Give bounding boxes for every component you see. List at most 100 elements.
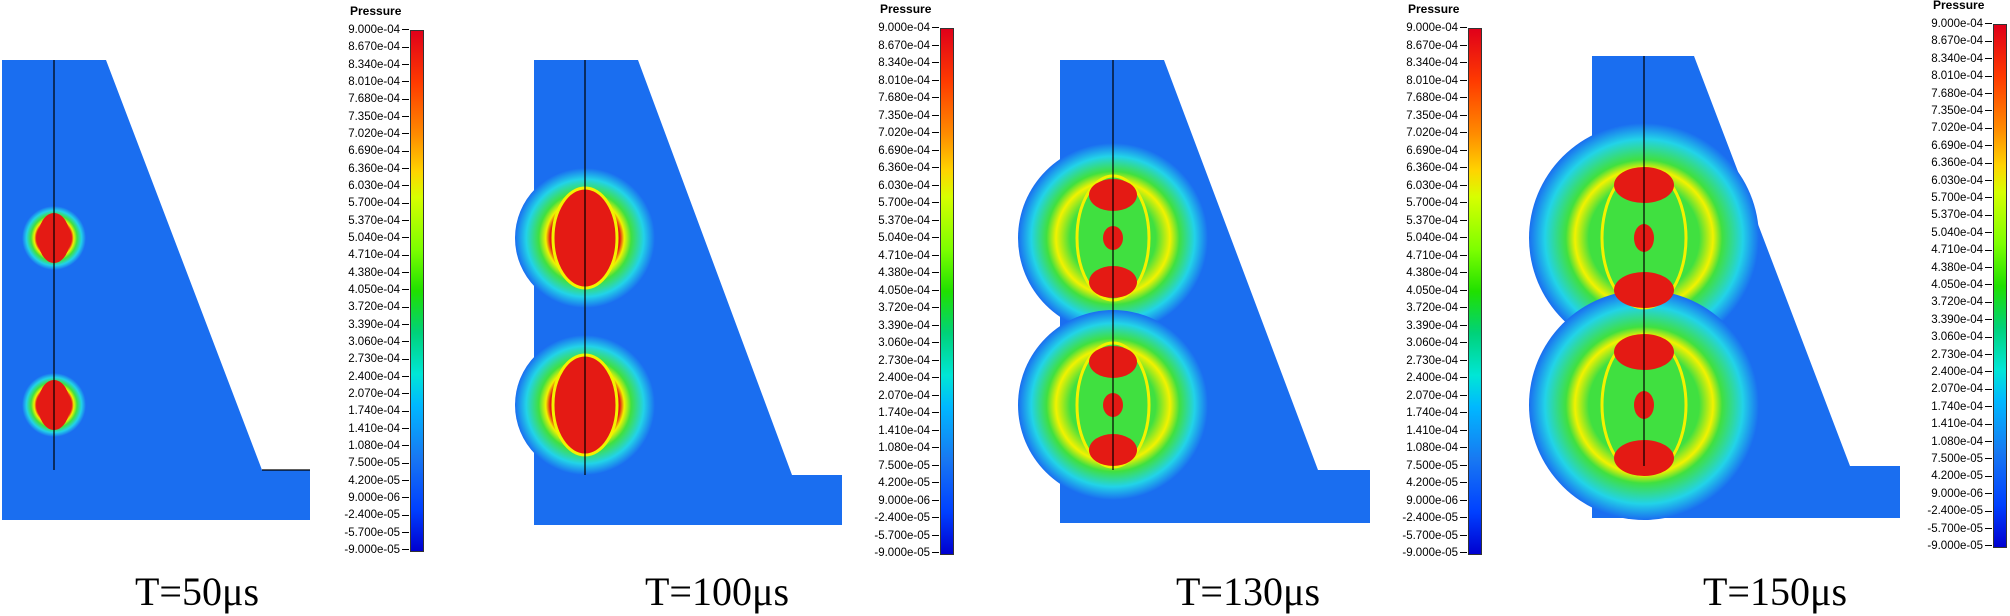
colorbar-tick-label: -9.000e-05 [1402,546,1467,560]
dam-simulation-t50 [2,60,310,520]
colorbar-tick-label: 3.060e-04 [1406,336,1467,350]
colorbar-tick-label: 4.200e-05 [348,474,409,488]
colorbar-tick-label: 4.050e-04 [1931,278,1992,292]
colorbar-tick-label: 3.390e-04 [1931,313,1992,327]
colorbar-tick-label: 7.350e-04 [1931,104,1992,118]
panel-t100: Pressure 9.000e-04 8.670e-04 8.340e-04 8.010… [515,0,1030,616]
colorbar-tick-label: 9.000e-06 [878,494,939,508]
colorbar-tick-label: 5.700e-04 [1931,191,1992,205]
colorbar-tick-label: 8.670e-04 [348,40,409,54]
colorbar-tick-label: -9.000e-05 [874,546,939,560]
panel-t150: Pressure 9.000e-04 8.670e-04 8.340e-04 8.010… [1529,0,2010,616]
colorbar-tick-label: 6.030e-04 [1406,179,1467,193]
colorbar-tick-label: 9.000e-04 [878,21,939,35]
colorbar-tick-label: 1.740e-04 [1406,406,1467,420]
colorbar-gradient [1468,28,1482,555]
colorbar-tick-label: 3.720e-04 [1931,295,1992,309]
colorbar-tick-label: 1.410e-04 [348,422,409,436]
colorbar-tick-label: 2.400e-04 [1931,365,1992,379]
colorbar-tick-label: 9.000e-06 [1931,487,1992,501]
colorbar-tick-label: 9.000e-04 [1406,21,1467,35]
dam-simulation-t130 [1018,60,1370,523]
colorbar-tick-label: 3.720e-04 [348,300,409,314]
colorbar-tick-label: 8.340e-04 [348,58,409,72]
colorbar-tick-label: 6.030e-04 [348,179,409,193]
colorbar-tick-label: 6.360e-04 [348,162,409,176]
colorbar-tick-label: 2.730e-04 [878,354,939,368]
colorbar-tick-label: 1.080e-04 [1406,441,1467,455]
colorbar-tick-label: 4.710e-04 [1406,249,1467,263]
colorbar-tick-label: 5.040e-04 [1931,226,1992,240]
colorbar-tick-label: 7.350e-04 [348,110,409,124]
time-label: T=150μs [1703,569,1848,614]
colorbar-tick-label: 2.400e-04 [878,371,939,385]
time-label: T=130μs [1176,569,1321,614]
colorbar-tick-label: 1.410e-04 [878,424,939,438]
colorbar-tick-label: -2.400e-05 [344,508,409,522]
colorbar-tick-label: -5.700e-05 [1402,529,1467,543]
colorbar-title: Pressure [1933,0,1985,12]
colorbar-gradient [940,28,954,555]
colorbar-tick-label: 2.400e-04 [1406,371,1467,385]
colorbar-tick-label: 3.720e-04 [1406,301,1467,315]
colorbar-tick-label: 7.680e-04 [1931,87,1992,101]
colorbar-tick-label: 5.040e-04 [348,231,409,245]
colorbar-tick-label: -5.700e-05 [1927,522,1992,536]
colorbar-tick-label: 7.500e-05 [878,459,939,473]
colorbar-tick-label: 8.010e-04 [1406,74,1467,88]
colorbar-tick-label: 4.380e-04 [1406,266,1467,280]
colorbar-title: Pressure [880,2,932,16]
colorbar-tick-label: 7.020e-04 [1406,126,1467,140]
colorbar-tick-label: 3.060e-04 [878,336,939,350]
time-label: T=100μs [645,569,790,614]
colorbar-tick-label: 6.030e-04 [1931,174,1992,188]
colorbar-tick-label: 4.200e-05 [1406,476,1467,490]
colorbar-tick-label: 3.390e-04 [1406,319,1467,333]
colorbar-gradient [410,30,424,552]
colorbar-tick-label: 7.500e-05 [1931,452,1992,466]
panel-t130: Pressure 9.000e-04 8.670e-04 8.340e-04 8.010… [1018,0,1558,616]
dam-simulation-t100 [515,60,842,525]
colorbar-tick-label: 7.020e-04 [348,127,409,141]
colorbar-tick-label: 7.500e-05 [1406,459,1467,473]
colorbar-tick-label: 7.680e-04 [348,92,409,106]
colorbar-title: Pressure [1408,2,1460,16]
colorbar-tick-label: 4.710e-04 [348,248,409,262]
colorbar-tick-label: 5.370e-04 [348,214,409,228]
colorbar-tick-label: 8.340e-04 [878,56,939,70]
colorbar-tick-label: -9.000e-05 [1927,539,1992,553]
colorbar-tick-label: 8.670e-04 [878,39,939,53]
colorbar-tick-label: -2.400e-05 [1402,511,1467,525]
colorbar-tick-label: -2.400e-05 [1927,504,1992,518]
colorbar-tick-label: 2.070e-04 [878,389,939,403]
colorbar-tick-label: 3.060e-04 [1931,330,1992,344]
colorbar-tick-label: 8.010e-04 [1931,69,1992,83]
colorbar-tick-label: 1.080e-04 [1931,435,1992,449]
colorbar-tick-label: 2.730e-04 [348,352,409,366]
colorbar-gradient [1993,24,2007,548]
colorbar-tick-label: 5.040e-04 [1406,231,1467,245]
colorbar-tick-label: 1.740e-04 [1931,400,1992,414]
colorbar-tick-label: 5.370e-04 [1406,214,1467,228]
colorbar-tick-label: 6.360e-04 [878,161,939,175]
colorbar-tick-label: 6.690e-04 [878,144,939,158]
colorbar-tick-label: 5.700e-04 [878,196,939,210]
colorbar-tick-label: 6.360e-04 [1931,156,1992,170]
colorbar-tick-label: 1.740e-04 [348,404,409,418]
colorbar-tick-label: 1.080e-04 [878,441,939,455]
colorbar-tick-label: 4.050e-04 [1406,284,1467,298]
colorbar-tick-label: 2.730e-04 [1406,354,1467,368]
colorbar-tick-label: 4.200e-05 [1931,469,1992,483]
colorbar-tick-label: 5.370e-04 [878,214,939,228]
colorbar-tick-label: 6.360e-04 [1406,161,1467,175]
colorbar-tick-label: 1.080e-04 [348,439,409,453]
colorbar-tick-label: 2.070e-04 [1931,382,1992,396]
colorbar-tick-label: 3.390e-04 [878,319,939,333]
colorbar-tick-label: 9.000e-06 [1406,494,1467,508]
colorbar-tick-label: 4.380e-04 [1931,261,1992,275]
colorbar-tick-label: 7.500e-05 [348,456,409,470]
colorbar-tick-label: 2.070e-04 [1406,389,1467,403]
colorbar-tick-label: 1.410e-04 [1931,417,1992,431]
colorbar-tick-label: 4.050e-04 [878,284,939,298]
colorbar-tick-label: 5.040e-04 [878,231,939,245]
